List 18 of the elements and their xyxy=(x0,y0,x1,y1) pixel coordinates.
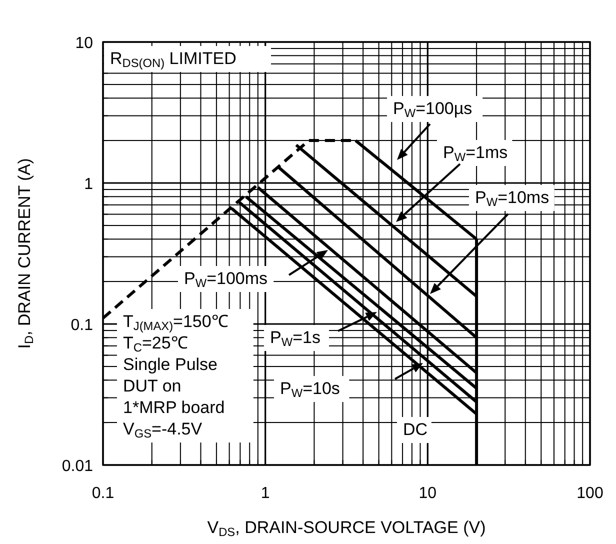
annotation: P$_{W}$=100ms xyxy=(184,269,268,290)
y-tick-label: 10 xyxy=(75,35,94,52)
annotation: R$_{DS(ON)}$ LIMITED xyxy=(110,49,236,70)
y-tick-label: 0.1 xyxy=(70,317,94,334)
annotation: P$_{W}$=100µs xyxy=(393,99,472,120)
y-tick-label: 1 xyxy=(84,176,94,193)
x-axis-title: V$_{DS}$, DRAIN-SOURCE VOLTAGE (V) xyxy=(207,518,486,539)
x-tick-label: 10 xyxy=(418,485,437,502)
annotation: DC xyxy=(403,420,428,439)
x-tick-label: 0.1 xyxy=(92,485,114,502)
x-tick-label: 100 xyxy=(576,485,604,502)
y-tick-label: 0.01 xyxy=(62,458,94,475)
annotation: P$_{W}$=10ms xyxy=(475,188,550,209)
annotation: P$_{W}$=10s xyxy=(280,379,340,400)
x-tick-label: 1 xyxy=(260,485,270,502)
text: T$_{J(MAX)}$=150℃ T$_{C}$=25℃ Single Pulse DUT on 1*MRP board V$_{GS}$=-4.5V xyxy=(123,312,228,440)
annotation: P$_{W}$=1s xyxy=(270,328,320,349)
annotation: P$_{W}$=1ms xyxy=(443,143,508,164)
